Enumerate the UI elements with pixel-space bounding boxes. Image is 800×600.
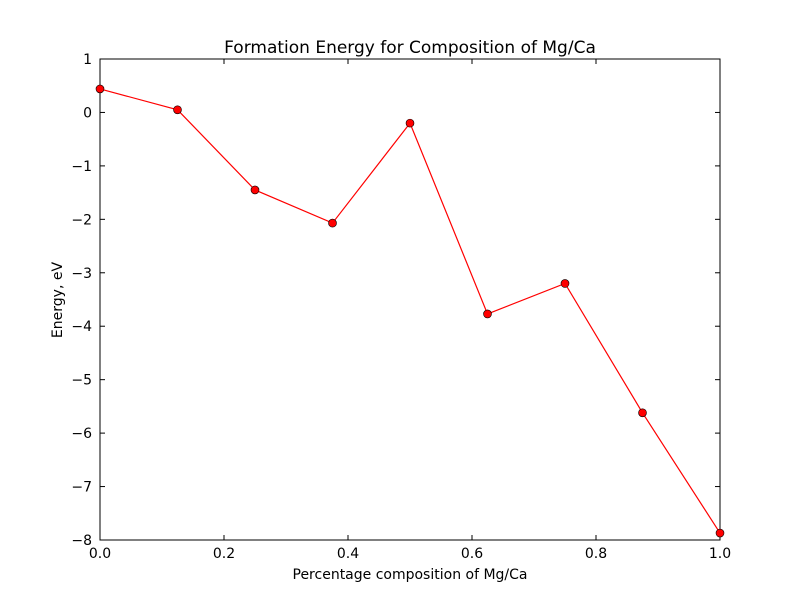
y-tick-label: −6 xyxy=(71,426,92,442)
data-point xyxy=(95,84,105,94)
y-tick-label: −5 xyxy=(71,373,92,389)
y-tick-label: −8 xyxy=(71,533,92,549)
x-tick-label: 0.6 xyxy=(461,546,483,562)
y-tick-label: −2 xyxy=(71,212,92,228)
y-tick-label: −7 xyxy=(71,480,92,496)
plot-frame xyxy=(99,58,721,541)
data-point xyxy=(560,279,570,288)
data-point xyxy=(405,118,415,128)
data-point xyxy=(328,218,337,228)
x-tick-label: 0.4 xyxy=(337,546,359,562)
y-tick-label: −3 xyxy=(71,266,92,282)
chart-title: Formation Energy for Composition of Mg/C… xyxy=(224,38,596,58)
data-series xyxy=(95,84,725,538)
data-point xyxy=(483,309,492,319)
x-axis-ticks: 0.0 0.2 0.4 0.6 0.8 1.0 xyxy=(89,59,731,562)
y-tick-label: 1 xyxy=(83,52,92,68)
x-tick-label: 0.2 xyxy=(213,546,235,562)
data-point xyxy=(250,185,260,195)
plot-area xyxy=(99,58,721,541)
y-tick-label: 0 xyxy=(83,105,92,121)
x-tick-label: 1.0 xyxy=(709,546,731,562)
data-point xyxy=(715,528,725,538)
x-tick-label: 0.0 xyxy=(89,546,111,562)
y-axis-label: Energy, eV xyxy=(50,262,66,339)
data-point xyxy=(173,105,182,115)
y-axis-ticks: 1 0 −1 −2 −3 −4 −5 −6 −7 −8 xyxy=(71,52,720,549)
x-axis-label: Percentage composition of Mg/Ca xyxy=(293,567,528,583)
data-point xyxy=(638,408,647,418)
x-tick-label: 0.8 xyxy=(585,546,607,562)
y-tick-label: −1 xyxy=(71,159,92,175)
y-tick-label: −4 xyxy=(71,319,92,335)
